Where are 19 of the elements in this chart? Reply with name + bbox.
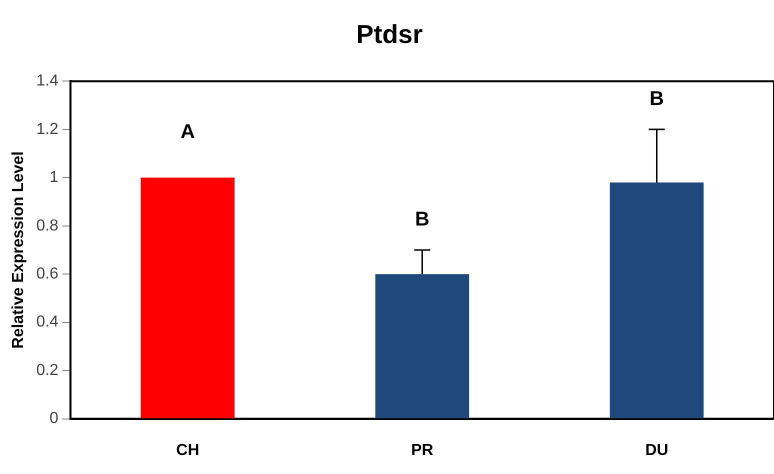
y-tick-label: 0.6 bbox=[36, 266, 59, 283]
bar bbox=[375, 274, 470, 418]
y-axis-title: Relative Expression Level bbox=[10, 151, 28, 349]
bar bbox=[610, 182, 704, 418]
y-tick-label: 0.4 bbox=[36, 314, 59, 331]
y-tick-label: 1 bbox=[50, 169, 59, 186]
x-tick-label: PR bbox=[411, 442, 434, 459]
y-tick-label: 1.2 bbox=[36, 120, 59, 138]
y-tick-label: 0.2 bbox=[36, 362, 59, 379]
annotation: B bbox=[414, 208, 430, 231]
bar bbox=[140, 178, 235, 418]
x-tick-label: CH bbox=[176, 442, 200, 459]
chart-title: Ptdsr bbox=[356, 18, 423, 49]
annotation: A bbox=[180, 121, 195, 144]
y-tick-label: 1.4 bbox=[36, 72, 59, 90]
y-tick-label: 0 bbox=[50, 410, 59, 428]
y-tick-label: 0.8 bbox=[36, 217, 59, 234]
annotation: B bbox=[650, 88, 664, 110]
x-tick-label: DU bbox=[645, 442, 668, 459]
